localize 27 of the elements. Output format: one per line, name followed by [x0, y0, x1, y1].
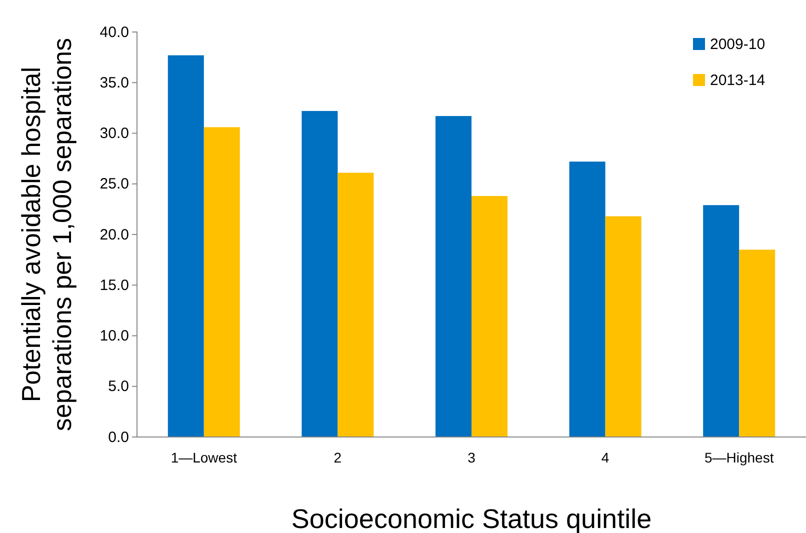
legend-label: 2009-10	[710, 36, 766, 53]
y-tick-label: 10.0	[100, 328, 129, 345]
legend-label: 2013-14	[710, 72, 766, 89]
bar	[436, 116, 472, 437]
x-tick-label: 3	[468, 449, 476, 466]
bar	[569, 162, 606, 437]
x-tick-label: 5—Highest	[704, 449, 774, 466]
y-tick-label: 15.0	[100, 276, 129, 294]
y-tick-label: 40.0	[100, 24, 129, 41]
bar	[605, 216, 642, 437]
y-tick-label: 35.0	[100, 74, 129, 92]
bar	[703, 205, 740, 437]
x-tick-label: 1—Lowest	[170, 449, 238, 466]
x-tick-label: 4	[601, 449, 610, 466]
x-tick-label: 2	[334, 449, 342, 466]
bar	[168, 55, 204, 437]
bar	[338, 172, 374, 437]
bar	[472, 196, 508, 437]
bar	[739, 250, 776, 437]
y-tick-label: 25.0	[100, 176, 129, 193]
y-tick-label: 30.0	[100, 125, 129, 142]
y-tick-label: 20.0	[100, 226, 129, 244]
bar	[302, 110, 338, 437]
y-tick-label: 5.0	[108, 378, 129, 396]
bar	[204, 127, 240, 437]
y-tick-label: 0.0	[108, 428, 129, 446]
y-axis-title: Potentially avoidable hospital separations per 1,000 separations	[16, 38, 78, 432]
